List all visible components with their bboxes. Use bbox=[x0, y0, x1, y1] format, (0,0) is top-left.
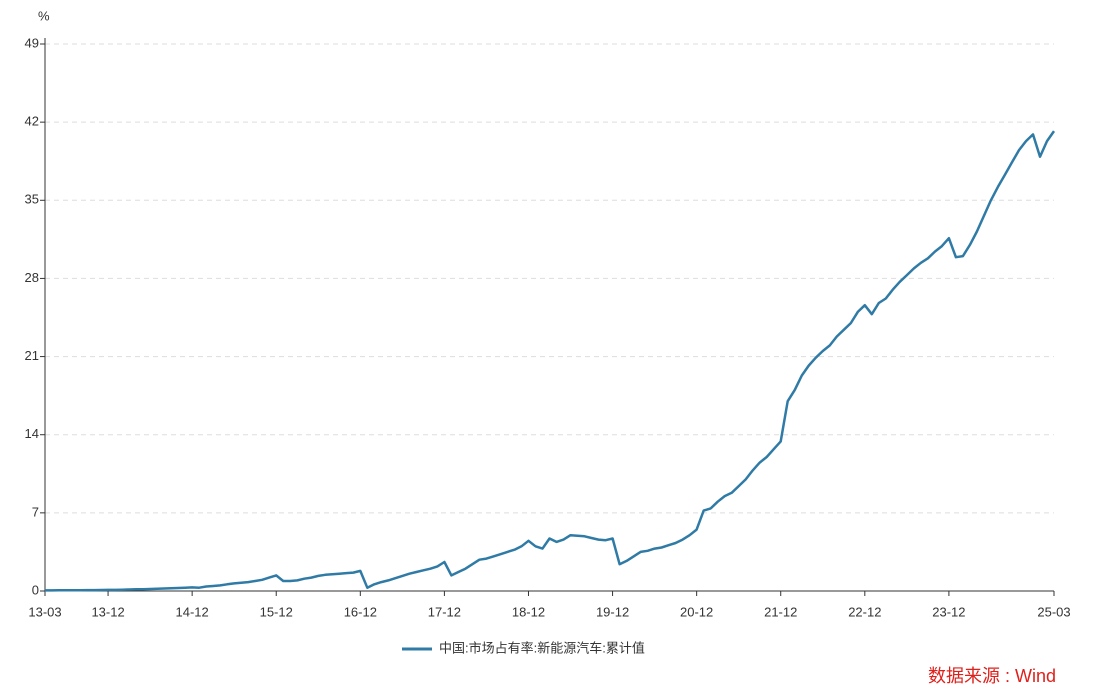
x-tick-label: 16-12 bbox=[344, 604, 377, 619]
x-tick-label: 23-12 bbox=[932, 604, 965, 619]
x-tick-label: 22-12 bbox=[848, 604, 881, 619]
y-tick-label: 35 bbox=[25, 192, 39, 207]
x-tick-label: 18-12 bbox=[512, 604, 545, 619]
y-tick-label: 28 bbox=[25, 270, 39, 285]
y-tick-label: 7 bbox=[32, 504, 39, 519]
x-tick-label: 25-03 bbox=[1037, 604, 1070, 619]
y-axis-unit: % bbox=[38, 8, 50, 23]
y-tick-label: 42 bbox=[25, 114, 39, 129]
legend-label: 中国:市场占有率:新能源汽车:累计值 bbox=[439, 640, 645, 655]
y-tick-label: 21 bbox=[25, 348, 39, 363]
data-line bbox=[45, 130, 1056, 592]
x-tick-label: 19-12 bbox=[596, 604, 629, 619]
y-tick-label: 0 bbox=[32, 582, 39, 597]
y-tick-label: 14 bbox=[25, 426, 39, 441]
x-tick-label: 21-12 bbox=[764, 604, 797, 619]
x-tick-label: 14-12 bbox=[176, 604, 209, 619]
x-tick-label: 13-12 bbox=[91, 604, 124, 619]
x-tick-label: 15-12 bbox=[260, 604, 293, 619]
source-note: 数据来源 : Wind bbox=[928, 666, 1056, 686]
y-tick-label: 49 bbox=[25, 35, 39, 50]
x-tick-label: 13-03 bbox=[28, 604, 61, 619]
x-tick-label: 17-12 bbox=[428, 604, 461, 619]
x-tick-label: 20-12 bbox=[680, 604, 713, 619]
